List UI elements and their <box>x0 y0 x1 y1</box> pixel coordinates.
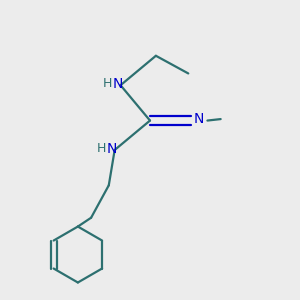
Text: H: H <box>97 142 106 155</box>
Text: N: N <box>194 112 204 126</box>
Text: N: N <box>112 77 123 91</box>
Text: N: N <box>106 142 117 155</box>
Text: H: H <box>103 77 112 90</box>
